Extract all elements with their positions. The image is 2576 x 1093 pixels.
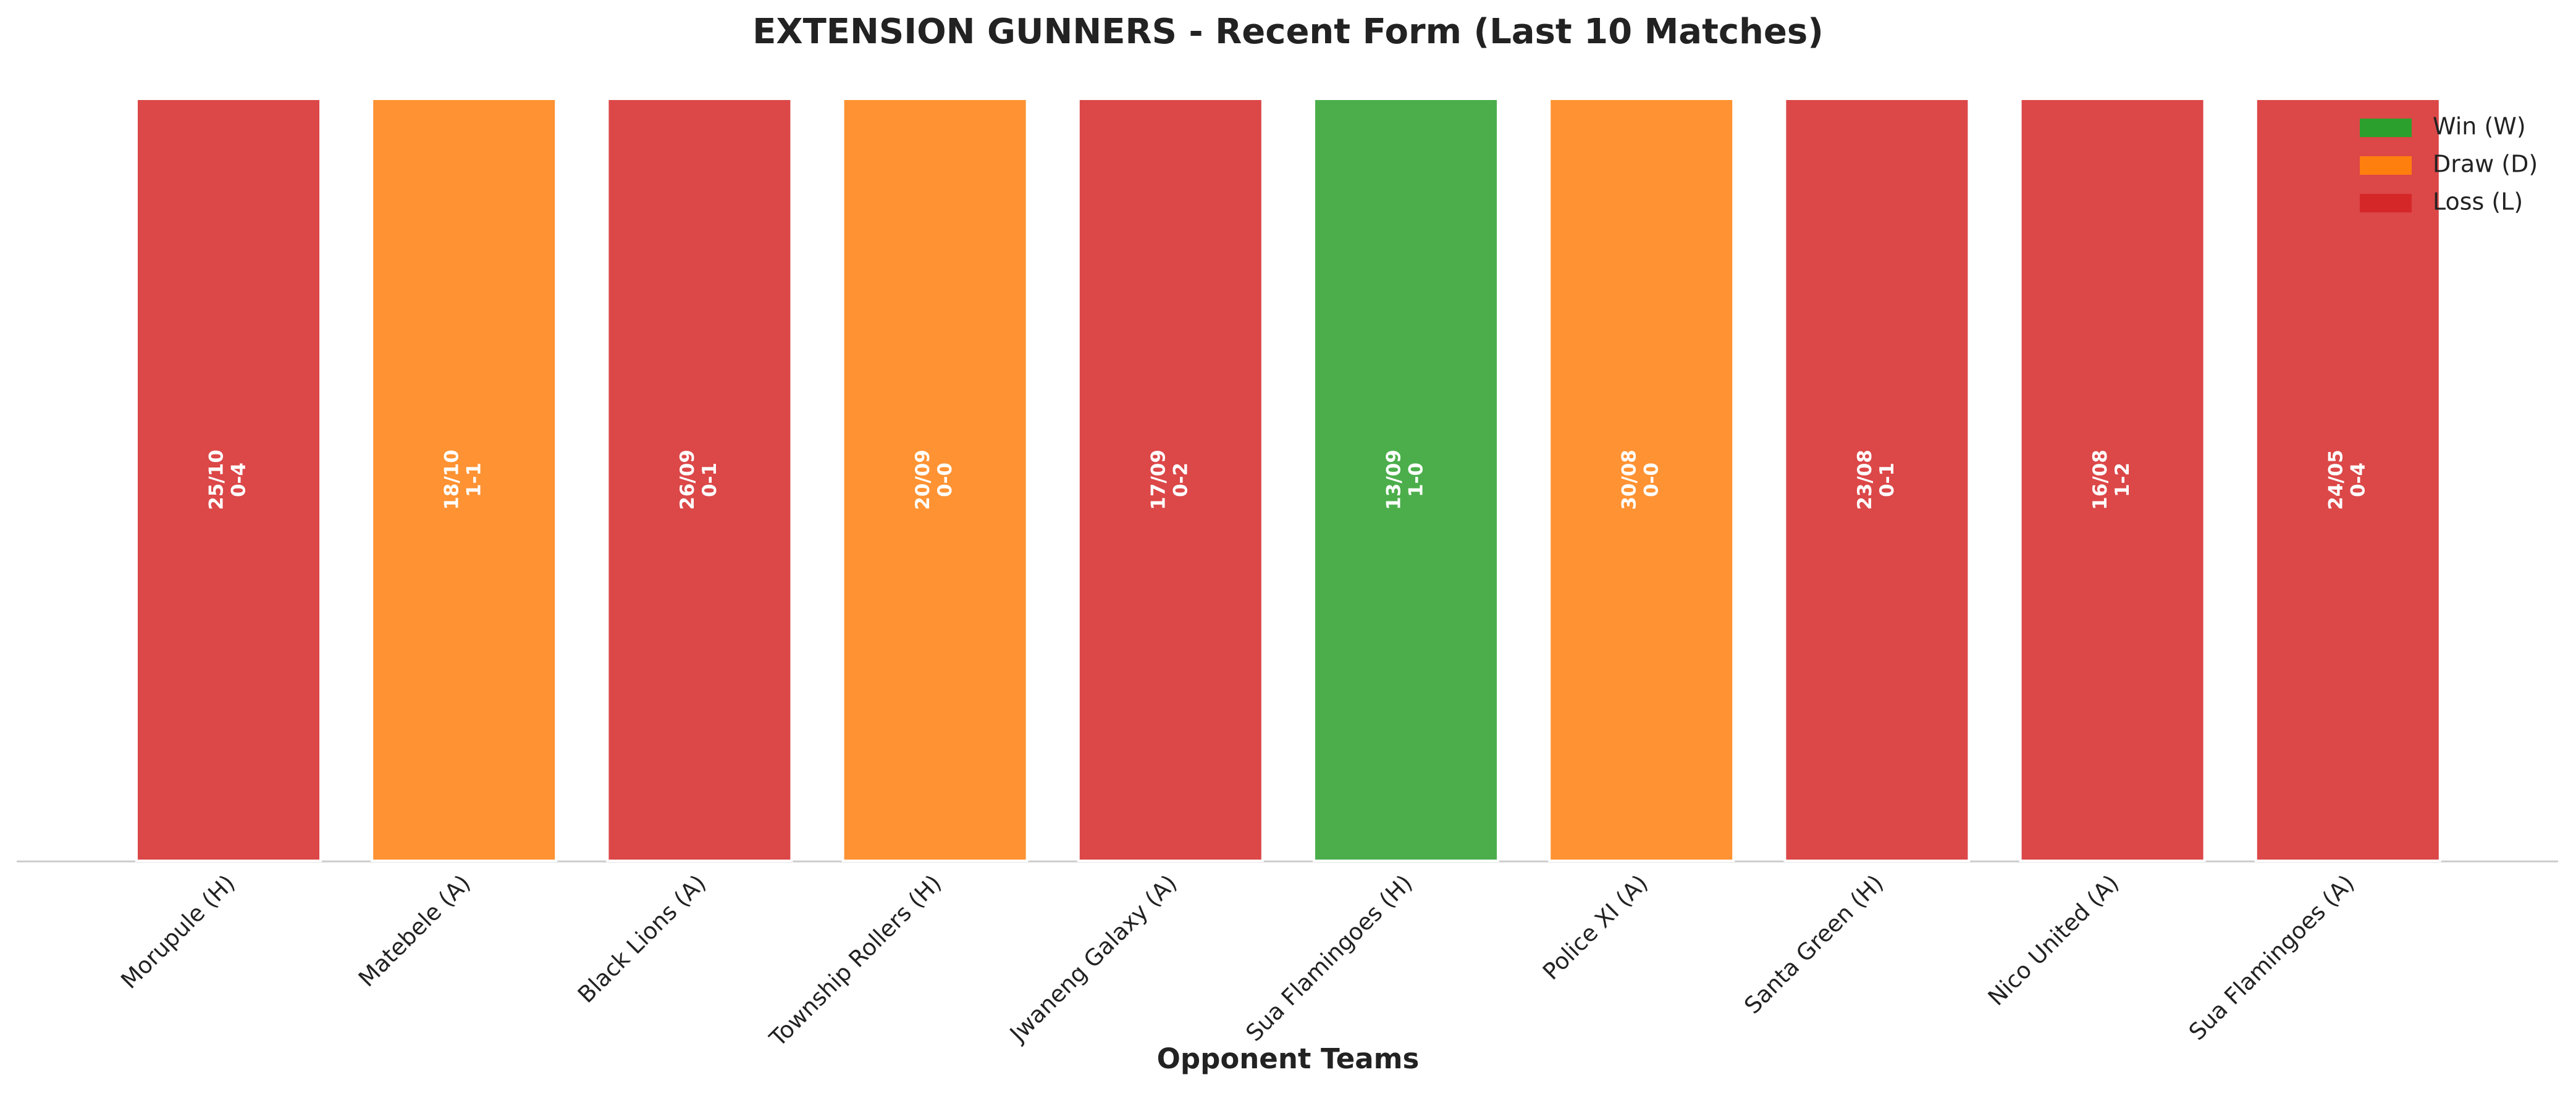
chart-title: EXTENSION GUNNERS - Recent Form (Last 10… [752, 12, 1824, 52]
bar-date-label: 18/10 [441, 450, 463, 510]
bar-score-label: 1-1 [463, 463, 486, 497]
bar [1313, 98, 1499, 862]
legend-label: Win (W) [2433, 113, 2526, 140]
bar-date-label: 17/09 [1147, 450, 1169, 510]
bar-date-label: 24/05 [2325, 450, 2347, 510]
bar-date-label: 23/08 [1854, 450, 1876, 510]
bar [2254, 98, 2441, 862]
bar [2019, 98, 2206, 862]
bar [135, 98, 322, 862]
bar-score-label: 1-0 [1405, 463, 1428, 497]
legend-swatch [2360, 156, 2412, 175]
bar-score-label: 0-0 [934, 463, 956, 497]
bar-score-label: 0-1 [699, 463, 721, 497]
bar-score-label: 1-2 [2111, 463, 2134, 497]
legend-label: Draw (D) [2433, 151, 2538, 178]
bar-score-label: 0-4 [2347, 463, 2369, 497]
bar-score-label: 0-4 [228, 463, 250, 497]
bar-score-label: 0-2 [1169, 463, 1192, 497]
bar-date-label: 30/08 [1618, 450, 1641, 510]
bar [841, 98, 1029, 862]
bar [1548, 98, 1735, 862]
bar-score-label: 0-0 [1641, 463, 1663, 497]
legend-label: Loss (L) [2433, 188, 2523, 216]
legend-swatch [2360, 119, 2412, 137]
bar [1783, 98, 1971, 862]
bar [606, 98, 793, 862]
x-axis-label: Opponent Teams [1157, 1042, 1420, 1075]
bar [371, 98, 558, 862]
bar-score-label: 0-1 [1876, 463, 1898, 497]
bar-date-label: 26/09 [676, 450, 699, 510]
bar-date-label: 16/08 [2089, 450, 2111, 510]
bar [1077, 98, 1264, 862]
bar-date-label: 13/09 [1383, 450, 1405, 510]
bar-date-label: 20/09 [912, 450, 934, 510]
legend-swatch [2360, 194, 2412, 212]
bar-date-label: 25/10 [206, 450, 228, 510]
